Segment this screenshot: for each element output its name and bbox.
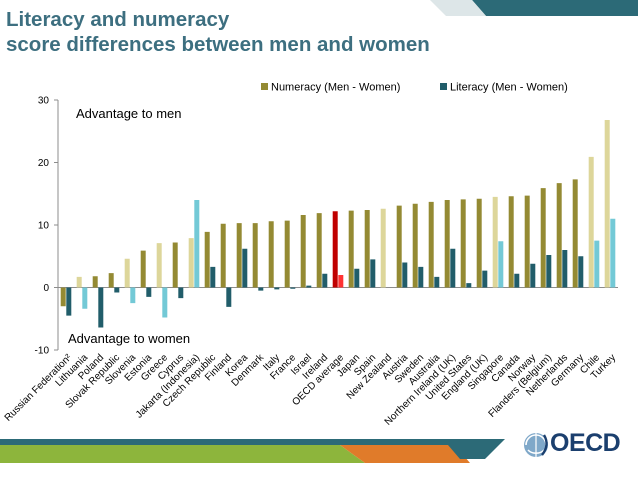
bar-literacy-29: [530, 263, 536, 288]
bar-numeracy-32: [572, 179, 578, 288]
band-teal-main: [0, 439, 505, 459]
bar-numeracy-28: [508, 196, 514, 288]
bar-literacy-6: [162, 287, 168, 318]
bar-literacy-5: [146, 287, 152, 297]
bar-literacy-2: [98, 287, 104, 328]
bar-numeracy-31: [556, 183, 562, 288]
bar-numeracy-18: [348, 210, 354, 288]
bar-numeracy-13: [268, 221, 274, 288]
bar-literacy-31: [562, 250, 568, 288]
bar-numeracy-8: [188, 238, 194, 288]
bar-literacy-10: [226, 287, 232, 307]
bar-numeracy-26: [476, 198, 482, 288]
bar-numeracy-3: [108, 273, 114, 288]
bar-literacy-21: [402, 262, 408, 288]
bar-literacy-1: [82, 287, 88, 309]
bar-literacy-9: [210, 266, 216, 288]
bar-literacy-25: [466, 283, 472, 288]
bar-numeracy-25: [460, 199, 466, 288]
band-green: [0, 445, 365, 463]
oecd-logo-text: OECD: [550, 429, 621, 457]
bar-numeracy-4: [124, 258, 130, 288]
bar-numeracy-30: [540, 188, 546, 288]
bar-literacy-17: [338, 275, 344, 288]
bar-numeracy-11: [236, 223, 242, 288]
bar-literacy-0: [66, 287, 72, 316]
bar-literacy-15: [306, 285, 312, 288]
bar-literacy-26: [482, 270, 488, 288]
bar-numeracy-6: [156, 243, 162, 288]
bar-numeracy-14: [284, 220, 290, 288]
bar-literacy-4: [130, 287, 136, 304]
bar-literacy-8: [194, 200, 200, 288]
bar-numeracy-24: [444, 200, 450, 288]
annotation-advantage-women: Advantage to women: [68, 331, 191, 346]
bar-literacy-30: [546, 255, 552, 288]
y-tick-label: -10: [35, 346, 50, 357]
bar-numeracy-2: [92, 276, 98, 288]
bar-numeracy-21: [396, 205, 402, 288]
bar-numeracy-9: [204, 231, 210, 288]
corner-decoration: [430, 0, 638, 16]
bar-literacy-3: [114, 287, 120, 293]
y-tick-label: 30: [38, 96, 50, 107]
bar-numeracy-22: [412, 203, 418, 288]
page-title-line-1: Literacy and numeracy: [6, 8, 230, 31]
bar-literacy-7: [178, 287, 184, 299]
bar-numeracy-33: [588, 156, 594, 288]
bar-literacy-22: [418, 266, 424, 288]
page-title-line-2: score differences between men and women: [6, 33, 430, 56]
bar-literacy-16: [322, 273, 328, 288]
bar-literacy-11: [242, 248, 248, 288]
legend-label-1: Literacy (Men - Women): [450, 82, 568, 94]
bar-literacy-14: [290, 287, 296, 289]
bar-numeracy-5: [140, 250, 146, 288]
bar-literacy-18: [354, 268, 360, 288]
bar-numeracy-12: [252, 223, 258, 288]
bar-numeracy-17: [332, 211, 338, 288]
bar-numeracy-16: [316, 213, 322, 288]
y-tick-label: 20: [38, 158, 50, 169]
corner-stripe-light: [430, 0, 486, 16]
band-orange: [340, 445, 470, 463]
annotation-advantage-men: Advantage to men: [76, 106, 182, 121]
bar-literacy-28: [514, 273, 520, 288]
bar-literacy-12: [258, 287, 264, 291]
bar-literacy-32: [578, 256, 584, 288]
bar-literacy-13: [274, 287, 280, 290]
bar-literacy-19: [370, 259, 376, 288]
y-tick-label: 0: [43, 283, 49, 294]
bar-literacy-27: [498, 241, 504, 288]
bar-literacy-24: [450, 248, 456, 288]
chart-legend: Numeracy (Men - Women) Literacy (Men - Wo…: [261, 82, 568, 94]
legend-label-0: Numeracy (Men - Women): [271, 82, 400, 94]
bar-literacy-33: [594, 240, 600, 288]
bar-literacy-34: [610, 218, 616, 288]
bar-literacy-23: [434, 276, 440, 288]
bar-numeracy-20: [380, 208, 386, 288]
legend-swatch-1: [440, 83, 447, 90]
oecd-globe-icon: [524, 433, 548, 457]
bar-numeracy-29: [524, 195, 530, 288]
bar-numeracy-15: [300, 215, 306, 288]
bar-numeracy-10: [220, 223, 226, 288]
corner-stripe-teal: [472, 0, 638, 16]
bar-numeracy-1: [76, 276, 82, 288]
y-tick-label: 10: [38, 221, 50, 232]
bar-numeracy-19: [364, 210, 370, 288]
y-axis: -10 0 10 20 30: [35, 96, 618, 357]
bar-numeracy-7: [172, 242, 178, 288]
bar-numeracy-23: [428, 201, 434, 288]
bar-numeracy-0: [60, 287, 66, 307]
legend-swatch-0: [261, 83, 268, 90]
chart-bars: [60, 120, 616, 328]
bar-numeracy-34: [604, 120, 610, 288]
bar-numeracy-27: [492, 196, 498, 288]
